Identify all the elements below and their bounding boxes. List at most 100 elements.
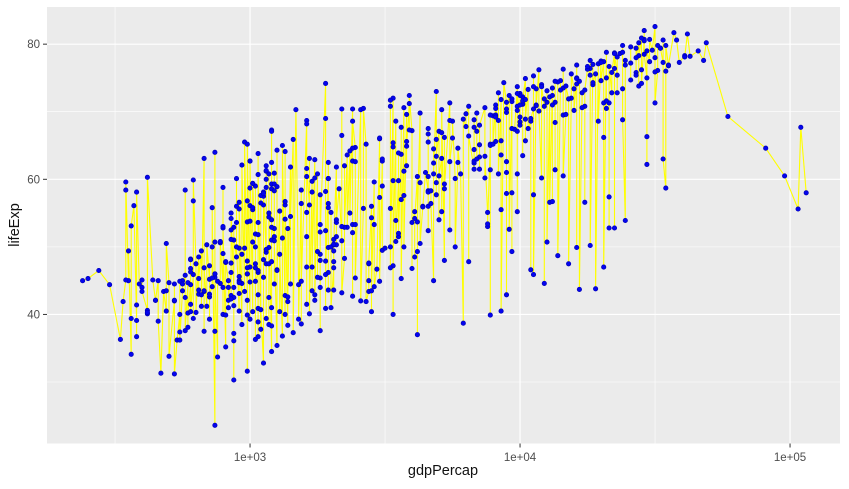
data-point [795, 206, 801, 212]
data-point [304, 234, 310, 240]
data-point [614, 90, 620, 96]
data-point [455, 159, 461, 165]
data-point [368, 288, 375, 294]
data-point [317, 192, 323, 198]
data-point [163, 240, 169, 247]
data-point [244, 141, 250, 147]
data-point [404, 138, 410, 145]
data-point [663, 185, 669, 191]
data-point [323, 80, 329, 86]
data-point [414, 332, 420, 338]
data-point [285, 299, 291, 305]
data-point [544, 88, 550, 94]
data-point [201, 328, 207, 334]
data-point [247, 218, 253, 224]
data-point [611, 51, 618, 57]
data-point [360, 205, 366, 211]
data-point [269, 305, 275, 311]
data-point [495, 117, 501, 124]
data-point [395, 230, 402, 236]
data-point [282, 216, 288, 222]
data-point [587, 57, 593, 63]
data-point [331, 287, 337, 293]
data-point [306, 202, 312, 208]
data-point [263, 247, 269, 253]
data-point [309, 178, 315, 184]
data-point [188, 269, 194, 275]
data-point [293, 107, 299, 113]
data-point [414, 219, 420, 225]
data-point [682, 54, 688, 60]
data-point [304, 121, 310, 127]
data-point [466, 103, 472, 109]
data-point [247, 316, 253, 322]
data-point [401, 168, 407, 174]
data-point [458, 171, 464, 177]
data-point [266, 210, 272, 216]
data-point [522, 76, 528, 82]
data-point [374, 266, 380, 272]
data-point [431, 160, 437, 166]
data-point [620, 42, 626, 49]
data-point [485, 221, 491, 227]
data-point [595, 118, 601, 124]
data-point [117, 336, 123, 342]
data-point [628, 60, 634, 66]
data-point [409, 265, 415, 272]
data-point [360, 105, 366, 111]
data-point [563, 83, 569, 89]
data-point [247, 279, 253, 285]
data-point [244, 258, 250, 264]
data-point [344, 152, 350, 158]
data-point [250, 205, 256, 211]
data-point [317, 251, 323, 257]
data-point [220, 184, 226, 190]
data-point [255, 219, 261, 226]
data-point [317, 328, 323, 334]
data-point [633, 72, 639, 78]
data-point [417, 180, 423, 186]
data-point [571, 86, 577, 92]
data-point [228, 269, 234, 276]
data-point [339, 290, 345, 296]
data-point [260, 360, 267, 366]
data-point [341, 163, 348, 169]
data-point [298, 187, 304, 193]
data-point [611, 65, 618, 72]
data-point [312, 157, 318, 163]
data-point [493, 114, 499, 120]
data-point [171, 371, 177, 377]
data-point [341, 255, 348, 261]
data-point [225, 278, 231, 284]
data-point [482, 105, 488, 111]
data-point [212, 422, 218, 428]
data-point [220, 224, 226, 230]
data-point [498, 138, 504, 144]
data-point [436, 173, 442, 179]
data-point [471, 166, 477, 172]
data-point [331, 265, 337, 271]
data-point [306, 155, 312, 161]
data-point [285, 294, 291, 300]
data-point [803, 190, 809, 196]
data-point [587, 242, 593, 249]
data-point [555, 253, 561, 259]
data-point [660, 37, 666, 43]
data-point [236, 308, 242, 314]
data-point [309, 288, 315, 294]
data-point [644, 134, 650, 140]
data-point [506, 92, 512, 99]
data-point [398, 124, 404, 130]
data-point [177, 329, 183, 335]
data-point [198, 248, 204, 254]
data-point [350, 118, 356, 124]
data-point [233, 254, 240, 260]
data-point [236, 290, 242, 297]
data-point [466, 133, 472, 139]
data-point [190, 177, 196, 183]
x-tick-label: 1e+05 [774, 452, 806, 464]
data-point [379, 183, 385, 189]
data-point [304, 174, 310, 180]
data-point [206, 263, 213, 269]
